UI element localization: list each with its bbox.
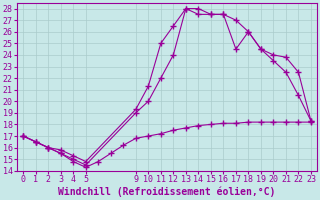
X-axis label: Windchill (Refroidissement éolien,°C): Windchill (Refroidissement éolien,°C) [58,187,276,197]
